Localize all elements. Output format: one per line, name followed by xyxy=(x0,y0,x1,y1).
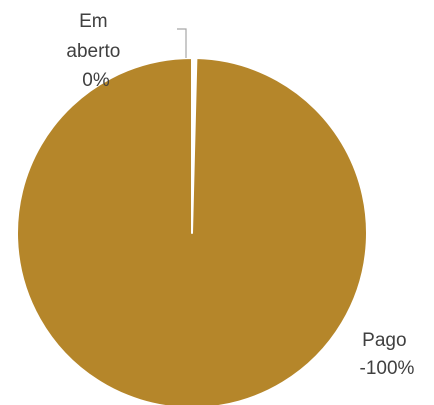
data-label-pago-line-2: -100% xyxy=(360,358,415,379)
data-label-em-aberto: Em aberto 0% xyxy=(66,11,125,91)
data-label-em-aberto-line-2: aberto xyxy=(66,41,120,62)
data-label-em-aberto-line-1: Em xyxy=(79,11,108,32)
data-label-pago-line-1: Pago xyxy=(362,330,406,351)
data-label-em-aberto-line-3: 0% xyxy=(82,70,110,91)
pie-slices xyxy=(16,57,368,405)
pie-slice-pago xyxy=(16,57,368,405)
data-label-pago: Pago -100% xyxy=(360,330,415,379)
leader-line-em-aberto xyxy=(177,28,187,58)
